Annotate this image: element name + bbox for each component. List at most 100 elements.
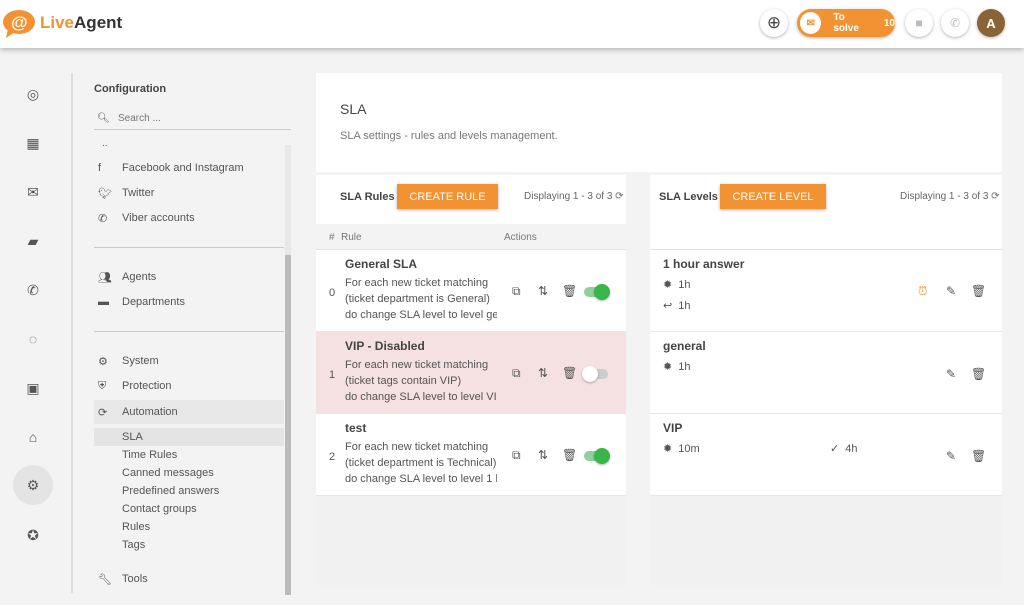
- truncated-item: ..: [102, 138, 108, 149]
- copy-icon[interactable]: ⧉: [512, 284, 521, 298]
- edit-icon[interactable]: ✎: [946, 449, 957, 463]
- viber-icon: ✆: [98, 212, 108, 225]
- reports-icon[interactable]: ◌: [28, 331, 38, 347]
- level-row[interactable]: 1 hour answer ✹ 1h ↩ 1h ⏰︎ ✎ 🗑︎: [650, 250, 1002, 332]
- sidebar-item-twitter[interactable]: 🐦︎ Twitter: [94, 184, 154, 202]
- to-solve-count: 10: [883, 17, 895, 29]
- add-button[interactable]: ⊕: [760, 9, 788, 37]
- sidebar-subitem[interactable]: Contact groups: [122, 503, 197, 515]
- enable-toggle[interactable]: [582, 366, 608, 382]
- edit-icon[interactable]: ✎: [946, 284, 957, 298]
- logo-icon: @: [3, 10, 35, 38]
- level-row[interactable]: general ✹ 1h ✎ 🗑︎: [650, 332, 1002, 414]
- gear-icon: ⚙: [98, 355, 108, 368]
- divider: [94, 331, 284, 332]
- avatar[interactable]: A: [977, 9, 1005, 37]
- mail-icon: ✉: [800, 12, 822, 34]
- delete-icon[interactable]: 🗑︎: [562, 284, 578, 298]
- enable-toggle[interactable]: [584, 448, 610, 464]
- sidebar-item-viber[interactable]: ✆ Viber accounts: [94, 209, 195, 227]
- chat-button[interactable]: ■: [905, 9, 933, 37]
- reorder-icon[interactable]: ⇅: [538, 284, 549, 298]
- reorder-icon[interactable]: ⇅: [538, 448, 549, 462]
- refresh-icon[interactable]: ⟳: [615, 191, 624, 202]
- sidebar-subitem[interactable]: Predefined answers: [122, 485, 220, 497]
- delete-icon[interactable]: 🗑︎: [971, 284, 987, 298]
- sidebar-item-automation[interactable]: ⟳ Automation: [94, 400, 284, 424]
- rules-toolbar: SLA Rules CREATE RULE Displaying 1 - 3 o…: [316, 175, 626, 224]
- refresh-icon: ⟳: [98, 406, 108, 419]
- sidebar-search[interactable]: 🔍︎: [94, 108, 291, 130]
- sidebar-subitem[interactable]: Canned messages: [122, 467, 214, 479]
- sidebar-subitem[interactable]: Time Rules: [122, 449, 178, 461]
- chat-icon[interactable]: ▰: [27, 232, 39, 249]
- sidebar-item-protection[interactable]: ⛨ Protection: [94, 377, 172, 395]
- copy-icon[interactable]: ⧉: [512, 448, 521, 462]
- divider: [94, 247, 284, 248]
- sidebar-title: Configuration: [94, 83, 167, 95]
- sidebar-item-agents[interactable]: 👥︎ Agents: [94, 268, 156, 286]
- dashboard-icon[interactable]: ▦: [26, 134, 40, 151]
- plus-circle-icon: ⊕: [766, 13, 782, 32]
- shield-icon: ⛨: [98, 379, 107, 392]
- levels-title: SLA Levels: [659, 191, 718, 203]
- facebook-icon: f: [98, 162, 102, 174]
- to-solve-label: To solve: [833, 12, 859, 34]
- delete-icon[interactable]: 🗑︎: [562, 448, 578, 462]
- agents-icon: 👥︎: [98, 271, 112, 284]
- first-response-icon: ✹: [663, 443, 673, 455]
- top-header: @ LiveAgent ⊕ ✉ To solve 10 ■ ✆ A: [0, 0, 1024, 48]
- sidebar-item-facebook[interactable]: f Facebook and Instagram: [94, 159, 244, 177]
- delete-icon[interactable]: 🗑︎: [971, 449, 987, 463]
- create-level-button[interactable]: CREATE LEVEL: [720, 184, 826, 209]
- chat-icon: ■: [915, 16, 923, 30]
- divider: [71, 73, 73, 593]
- delete-icon[interactable]: 🗑︎: [971, 367, 987, 381]
- star-icon[interactable]: ✪: [27, 526, 39, 543]
- first-response-icon: ✹: [663, 279, 673, 291]
- rules-title: SLA Rules: [340, 191, 395, 203]
- edit-icon[interactable]: ✎: [946, 367, 957, 381]
- table-row[interactable]: 0 General SLA For each new ticket matchin…: [316, 250, 626, 332]
- mail-icon[interactable]: ✉: [27, 183, 39, 200]
- sidebar-item-departments[interactable]: ▬ Departments: [94, 293, 185, 311]
- levels-toolbar: SLA Levels CREATE LEVEL Displaying 1 - 3…: [650, 175, 1002, 250]
- rules-table-header: # Rule Actions: [316, 224, 626, 250]
- refresh-icon[interactable]: ⟳: [991, 191, 1000, 202]
- svg-text:@: @: [11, 13, 28, 32]
- phone-icon[interactable]: ✆: [27, 281, 39, 298]
- to-solve-button[interactable]: ✉ To solve 10: [797, 9, 895, 37]
- call-button[interactable]: ✆: [941, 9, 969, 37]
- phone-icon: ✆: [949, 16, 961, 30]
- sidebar-item-system[interactable]: ⚙ System: [94, 352, 159, 370]
- page-title: SLA: [340, 101, 367, 117]
- contacts-icon[interactable]: ▣: [26, 379, 40, 396]
- sidebar-subitem-sla[interactable]: SLA: [94, 428, 284, 446]
- search-icon: 🔍︎: [97, 113, 110, 124]
- enable-toggle[interactable]: [584, 284, 610, 300]
- resolve-check-icon: ✓: [830, 443, 840, 455]
- table-row[interactable]: 1 VIP - Disabled For each new ticket matc…: [316, 332, 626, 414]
- scrollbar[interactable]: [285, 145, 291, 595]
- knowledgebase-icon[interactable]: ⌂: [28, 429, 38, 445]
- page-subtitle: SLA settings - rules and levels manageme…: [340, 130, 558, 142]
- sidebar-subitem[interactable]: Rules: [122, 521, 151, 533]
- gear-icon[interactable]: ⚙: [26, 476, 40, 493]
- alarm-icon[interactable]: ⏰︎: [918, 284, 928, 298]
- delete-icon[interactable]: 🗑︎: [562, 366, 578, 380]
- check-circle-icon[interactable]: ◎: [26, 85, 40, 102]
- search-input[interactable]: [118, 113, 278, 124]
- page-header-card: SLA SLA settings - rules and levels mana…: [316, 73, 1002, 172]
- levels-pagination: Displaying 1 - 3 of 3 ⟳: [900, 191, 1000, 202]
- rules-pagination: Displaying 1 - 3 of 3 ⟳: [524, 191, 624, 202]
- logo-text: LiveAgent: [40, 13, 123, 32]
- rail-active-bg: [13, 465, 53, 505]
- level-row[interactable]: VIP ✹ 10m ✓ 4h ✎ 🗑︎: [650, 414, 1002, 496]
- copy-icon[interactable]: ⧉: [512, 366, 521, 380]
- sidebar-subitem[interactable]: Tags: [122, 539, 146, 551]
- sidebar-item-tools[interactable]: 🔧︎ Tools: [94, 570, 148, 588]
- folder-icon: ▬: [98, 296, 109, 308]
- table-row[interactable]: 2 test For each new ticket matching (ticke…: [316, 414, 626, 496]
- create-rule-button[interactable]: CREATE RULE: [397, 184, 498, 209]
- reorder-icon[interactable]: ⇅: [538, 366, 549, 380]
